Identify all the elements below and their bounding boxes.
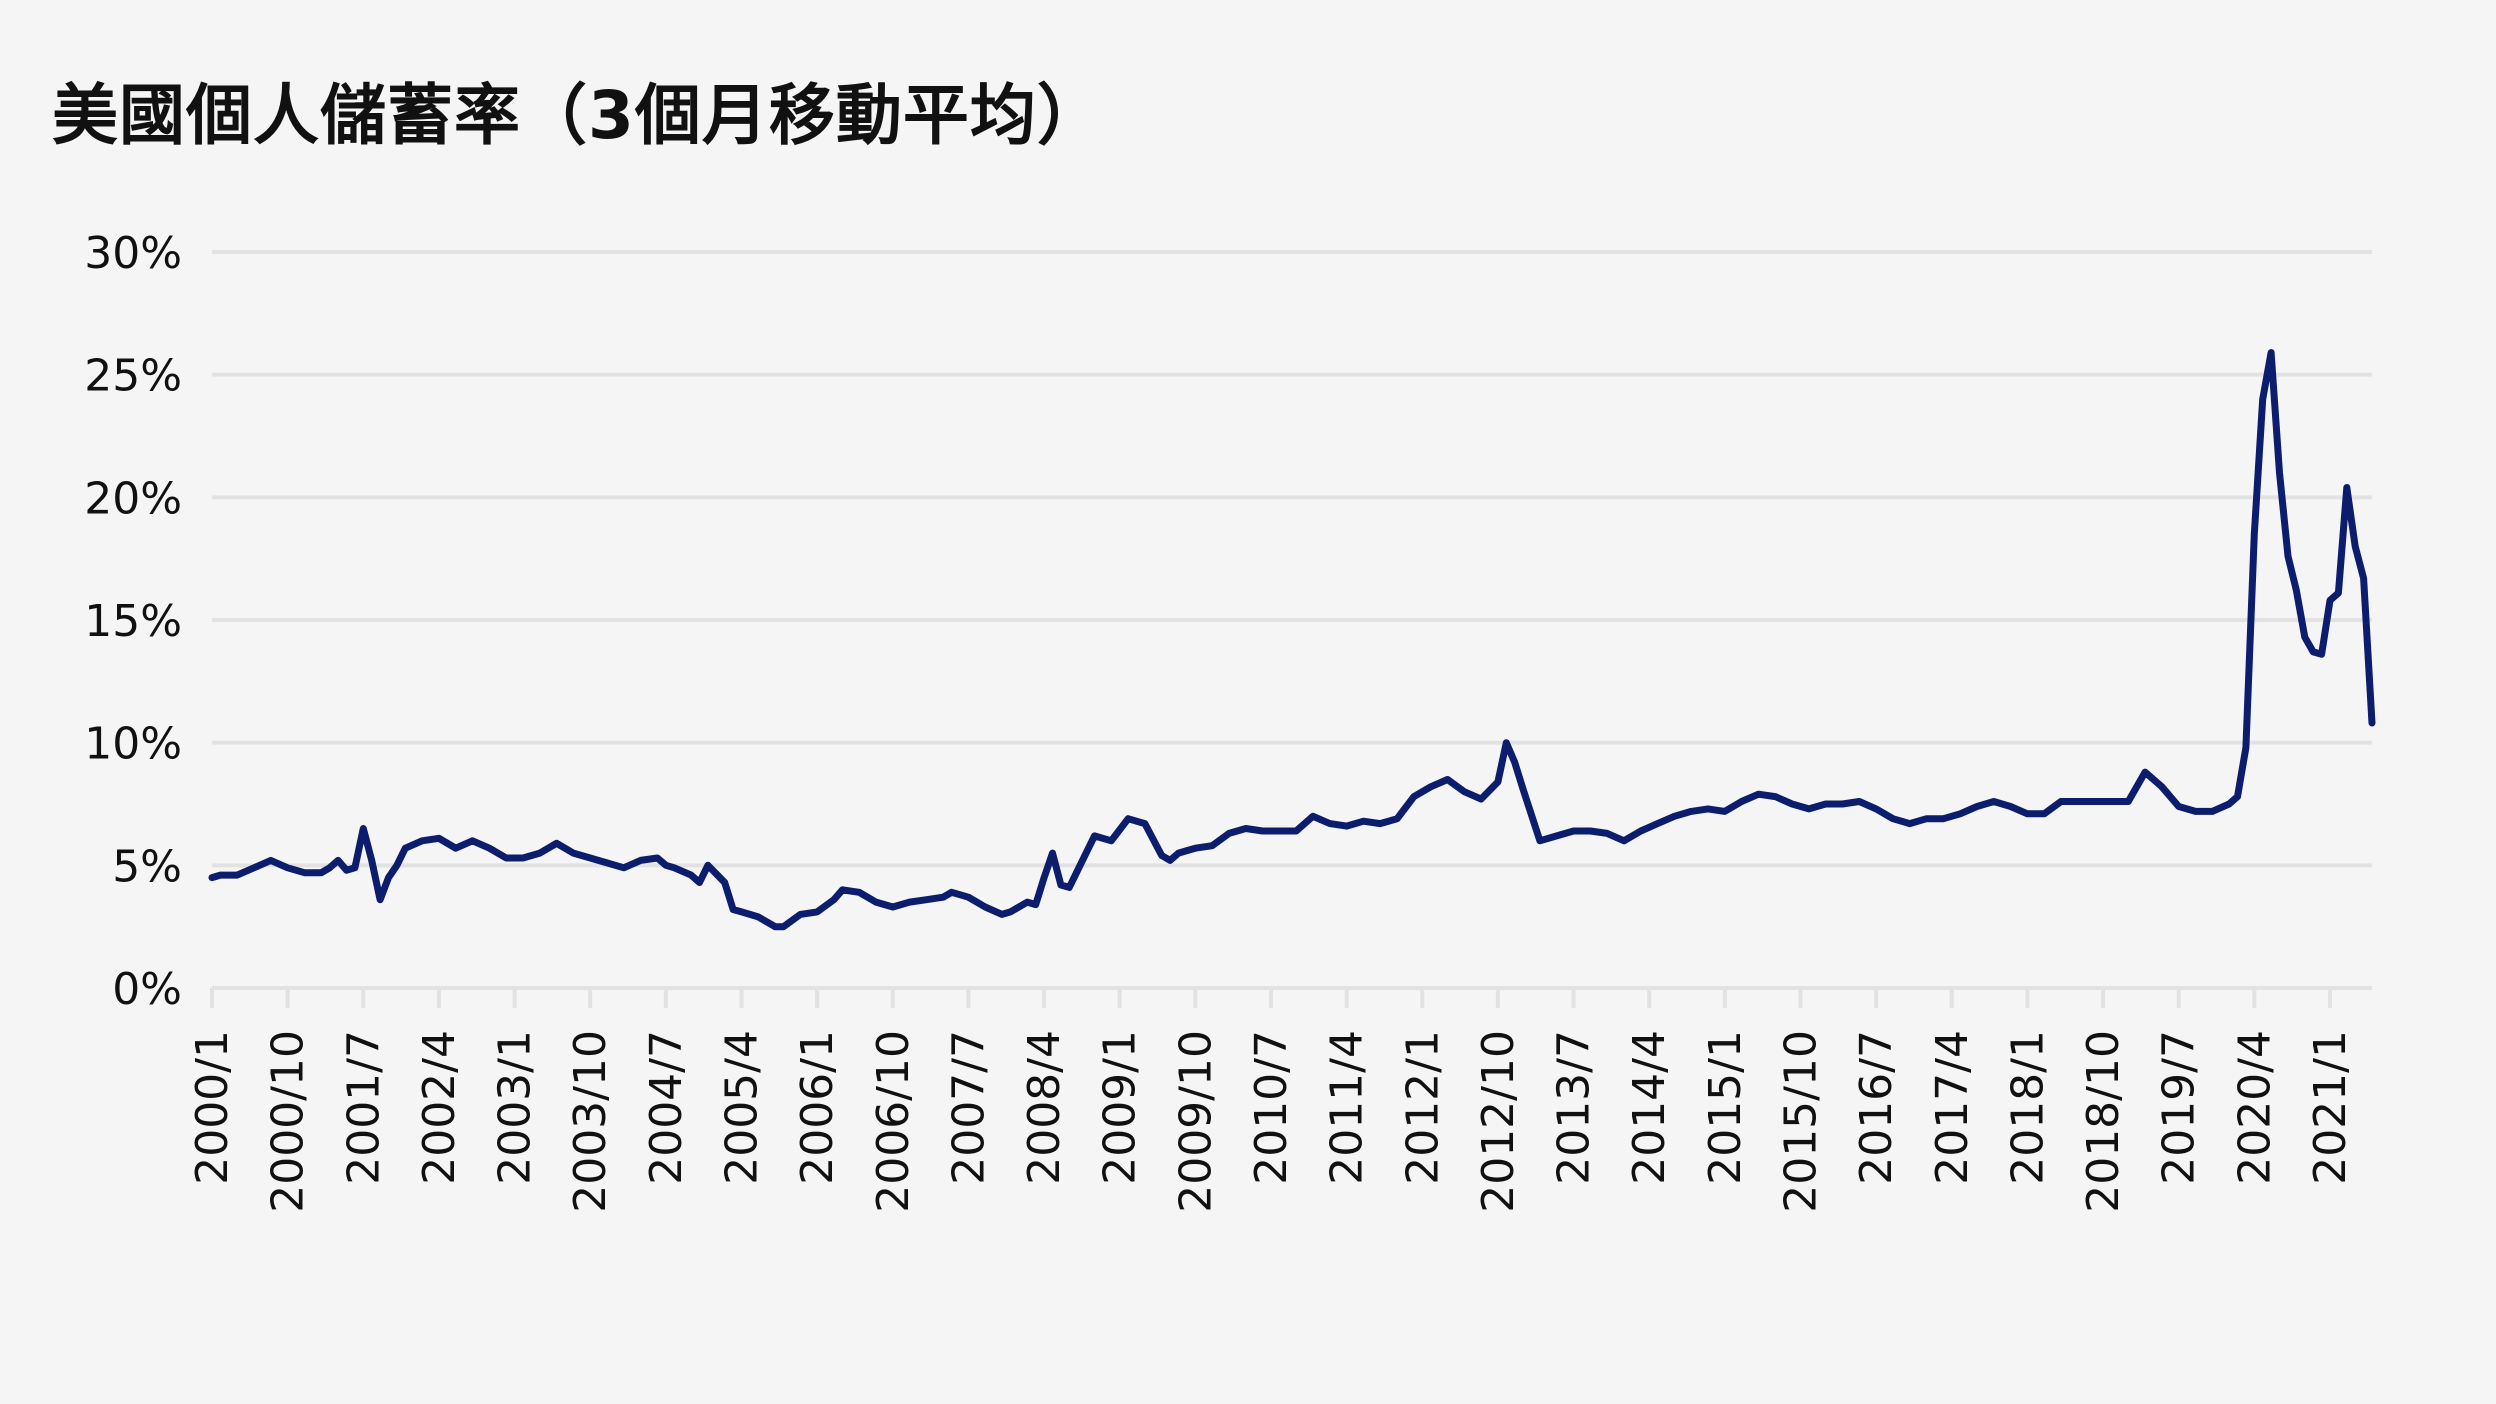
series-group (208, 349, 2376, 931)
x-tick-label: 2009/10 (1170, 1030, 1221, 1213)
x-axis-labels: 2000/1 2000/10 2001/7 2002/4 2003/1 2003/10 20… (187, 1030, 2356, 1213)
x-tick-label: 2018/1 (2002, 1030, 2053, 1185)
gridlines (212, 250, 2372, 868)
x-tick-label: 2015/1 (1700, 1030, 1751, 1185)
x-tick-label: 2017/4 (1927, 1030, 1978, 1185)
x-tick-label: 2009/1 (1095, 1030, 1146, 1185)
chart-title: 美國個人儲蓄率（3個月移動平均） (52, 77, 1104, 154)
x-tick-label: 2003/10 (565, 1030, 616, 1213)
y-tick-label: 15% (84, 596, 182, 647)
x-tick-label: 2006/10 (868, 1030, 919, 1213)
x-tick-label: 2013/7 (1549, 1030, 1600, 1185)
x-tick-label: 2012/1 (1397, 1030, 1448, 1185)
x-tick-label: 2015/10 (1775, 1030, 1826, 1213)
y-tick-label: 0% (112, 964, 182, 1015)
x-tick-label: 2000/1 (187, 1030, 238, 1185)
x-tick-label: 2003/1 (490, 1030, 541, 1185)
y-tick-label: 20% (84, 473, 182, 524)
y-tick-label: 30% (84, 228, 182, 279)
x-axis (210, 986, 2372, 1008)
y-tick-label: 25% (84, 351, 182, 402)
x-tick-label: 2004/7 (641, 1030, 692, 1185)
x-tick-label: 2008/4 (1019, 1030, 1070, 1185)
x-tick-label: 2010/7 (1246, 1030, 1297, 1185)
x-tick-label: 2016/7 (1851, 1030, 1902, 1185)
x-tick-label: 2006/1 (792, 1030, 843, 1185)
x-tick-label: 2019/7 (2154, 1030, 2205, 1185)
x-tick-label: 2018/10 (2078, 1030, 2129, 1213)
x-tick-label: 2021/1 (2305, 1030, 2356, 1185)
y-tick-label: 10% (84, 719, 182, 770)
x-tick-label: 2001/7 (338, 1030, 389, 1185)
x-tick-label: 2020/4 (2229, 1030, 2280, 1185)
series-line-0 (208, 349, 2376, 931)
x-tick-label: 2007/7 (943, 1030, 994, 1185)
x-tick-label: 2014/4 (1624, 1030, 1675, 1185)
x-tick-label: 2011/4 (1322, 1030, 1373, 1185)
x-tick-label: 2000/10 (263, 1030, 314, 1213)
x-tick-label: 2005/4 (716, 1030, 767, 1185)
y-axis-labels: 0% 5% 10% 15% 20% 25% 30% (84, 228, 182, 1015)
x-tick-label: 2012/10 (1473, 1030, 1524, 1213)
y-tick-label: 5% (112, 841, 182, 892)
x-tick-label: 2002/4 (414, 1030, 465, 1185)
